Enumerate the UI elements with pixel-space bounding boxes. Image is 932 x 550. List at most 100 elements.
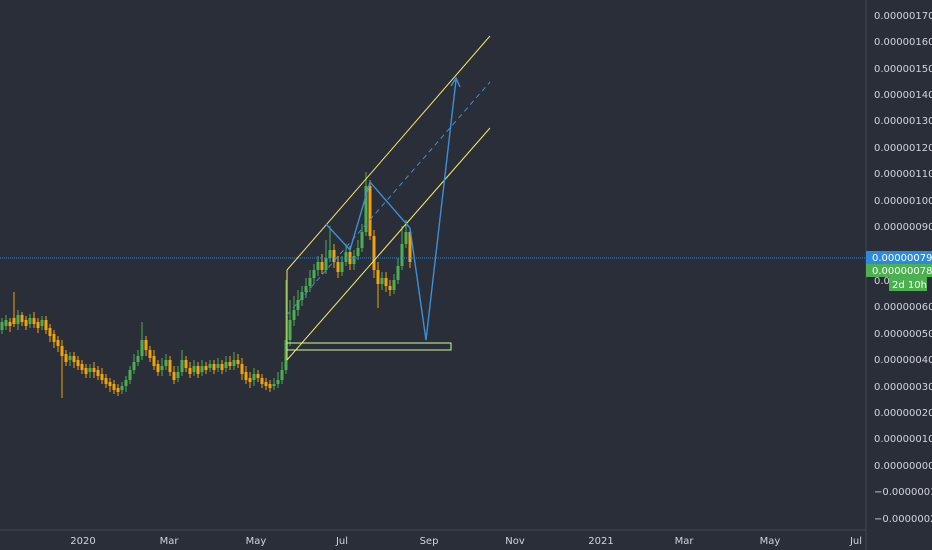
candle-body: [104, 378, 108, 384]
candle-body: [68, 356, 72, 360]
candle-body: [128, 370, 132, 380]
candle-body: [36, 322, 40, 328]
candle-body: [140, 340, 144, 356]
candle-body: [148, 350, 152, 358]
candle-body: [88, 368, 92, 372]
candle-body: [92, 368, 96, 372]
candle-body: [240, 364, 244, 374]
current-price-label: 0.00000079: [872, 253, 932, 264]
candle-body: [340, 262, 344, 272]
candle-body: [28, 318, 32, 324]
price-tick: 0.00000010: [874, 434, 932, 445]
candle-body: [248, 378, 252, 382]
candle-body: [172, 372, 176, 380]
candle-body: [360, 232, 364, 248]
projection-path: [325, 79, 457, 341]
price-tick: 0.00000140: [874, 90, 932, 101]
candle-body: [408, 232, 412, 262]
price-tick: 0.00000090: [874, 222, 932, 233]
candle-body: [216, 364, 220, 368]
candle-body: [308, 278, 312, 286]
candle-body: [20, 315, 24, 322]
countdown-badge: [889, 277, 927, 291]
candle-body: [376, 270, 380, 284]
candle-body: [300, 292, 304, 300]
candle-body: [372, 236, 376, 270]
candle-body: [156, 364, 160, 372]
candle-body: [112, 384, 116, 390]
candle-body: [328, 250, 332, 258]
current-price-badge: [866, 251, 932, 264]
countdown-label: 2d 10h: [892, 280, 927, 291]
time-tick: Mar: [675, 536, 695, 547]
candle-body: [108, 382, 112, 386]
price-tick-partial: 0.0: [874, 276, 890, 287]
candle-body: [364, 186, 368, 232]
candle-body: [224, 362, 228, 368]
candle-body: [352, 256, 356, 264]
time-tick: 2021: [588, 536, 613, 547]
candle-body: [232, 360, 236, 366]
candle-body: [384, 278, 388, 286]
candle-body: [176, 372, 180, 378]
channel-mid-line: [286, 81, 491, 316]
candle-body: [356, 248, 360, 256]
candle-body: [228, 362, 232, 366]
time-tick: 2020: [70, 536, 95, 547]
candle-body: [316, 262, 320, 270]
candle-body: [188, 368, 192, 374]
price-tick: 0.00000130: [874, 116, 932, 127]
candle-body: [204, 366, 208, 370]
candle-body: [64, 354, 68, 362]
channel-upper-line: [286, 35, 491, 271]
price-axis: 0.00000170 0.00000160 0.00000150 0.00000…: [874, 11, 932, 525]
candle-body: [284, 340, 288, 370]
candle-body: [244, 372, 248, 380]
candle-body: [44, 320, 48, 330]
candle-body: [336, 262, 340, 272]
price-tick: −0.00000020: [874, 514, 932, 525]
candle-body: [120, 386, 124, 390]
candle-body: [4, 320, 8, 326]
candle-body: [72, 356, 76, 362]
candle-body: [312, 270, 316, 278]
candle-body: [56, 340, 60, 346]
candle-body: [0, 322, 4, 330]
candle-body: [272, 384, 276, 386]
candle-body: [288, 320, 292, 340]
candle-body: [380, 278, 384, 284]
candle-body: [268, 384, 272, 388]
candle-body: [164, 360, 168, 366]
projection-arrowhead: [450, 76, 461, 88]
price-tick: 0.00000100: [874, 196, 932, 207]
candle-body: [100, 374, 104, 380]
price-tick: 0.00000060: [874, 302, 932, 313]
candle-body: [116, 388, 120, 392]
time-tick: Mar: [160, 536, 180, 547]
candle-body: [8, 322, 12, 326]
support-zone: [286, 342, 452, 351]
candle-body: [80, 364, 84, 370]
candle-body: [76, 360, 80, 366]
candle-body: [32, 318, 36, 324]
candle-body: [16, 315, 20, 324]
candle-body: [264, 382, 268, 386]
candle-body: [368, 186, 372, 236]
close-price-badge: [866, 264, 932, 277]
candle-body: [404, 232, 408, 244]
candle-body: [60, 346, 64, 356]
time-tick: May: [760, 536, 781, 547]
time-tick: Sep: [420, 536, 439, 547]
candle-body: [260, 378, 264, 384]
candle-body: [256, 374, 260, 378]
price-tick: 0.00000020: [874, 408, 932, 419]
candle-body: [208, 364, 212, 368]
candle-body: [40, 320, 44, 326]
candle-body: [160, 366, 164, 370]
candle-body: [200, 366, 204, 372]
price-tick: 0.00000030: [874, 382, 932, 393]
candle-body: [180, 360, 184, 372]
candle-body: [48, 328, 52, 336]
